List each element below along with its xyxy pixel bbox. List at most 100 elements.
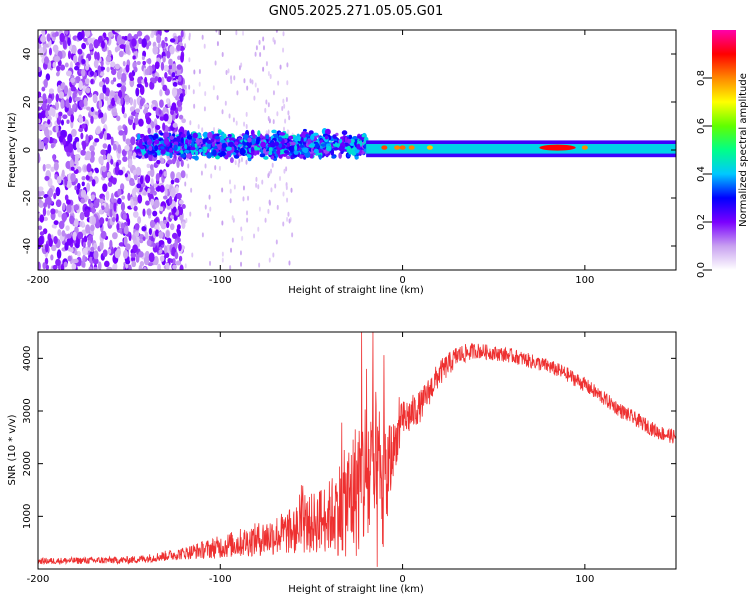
heatmap-cell — [42, 43, 47, 54]
heatmap-cell — [123, 249, 129, 259]
heatmap-cell — [134, 223, 140, 231]
heatmap-cell — [87, 239, 92, 248]
heatmap-cell — [63, 261, 68, 268]
heatmap-cell — [276, 148, 281, 155]
heatmap-cell — [242, 185, 245, 191]
heatmap-cell — [80, 189, 87, 198]
heatmap-cell — [74, 96, 81, 102]
heatmap-cell — [224, 100, 227, 106]
heatmap-cell — [61, 212, 68, 222]
heatmap-cell — [263, 156, 269, 160]
spectrogram-ytick-label: 40 — [22, 48, 33, 61]
heatmap-cell — [230, 75, 233, 81]
heatmap-cell — [153, 218, 159, 223]
heatmap-cell — [46, 209, 51, 216]
snr-ylabel: SNR (10 * v/v) — [7, 414, 18, 485]
heatmap-cell — [209, 206, 212, 212]
heatmap-cell — [152, 45, 159, 55]
heatmap-cell — [137, 194, 143, 204]
heatmap-cell — [175, 185, 179, 194]
heatmap-cell — [48, 47, 53, 56]
heatmap-cell — [286, 62, 289, 68]
heatmap-cell — [314, 142, 320, 148]
heatmap-cell — [170, 258, 174, 263]
heatmap-cell — [133, 66, 138, 73]
heatmap-cell — [117, 197, 122, 205]
snr-xlabel: Height of straight line (km) — [288, 584, 424, 595]
heatmap-cell — [97, 261, 102, 270]
heatmap-cell — [154, 145, 159, 151]
heatmap-cell — [115, 213, 119, 223]
heatmap-cell — [79, 99, 85, 108]
heatmap-cell — [55, 71, 60, 77]
colorbar-tick-label: 0.0 — [696, 262, 707, 278]
heatmap-cell — [142, 208, 146, 217]
heatmap-cell — [110, 61, 116, 68]
heatmap-cell — [124, 94, 130, 103]
heatmap-cell — [218, 165, 221, 171]
heatmap-cell — [135, 108, 141, 114]
heatmap-cell — [62, 138, 67, 146]
heatmap-cell — [242, 134, 249, 140]
heatmap-cell — [87, 198, 92, 205]
heatmap-cell — [148, 145, 153, 152]
heatmap-cell — [261, 179, 264, 185]
heatmap-cell — [288, 115, 291, 121]
heatmap-cell — [106, 135, 112, 140]
heatmap-cell — [52, 264, 58, 270]
heatmap-cell — [242, 30, 245, 36]
heatmap-cell — [210, 138, 215, 143]
heatmap-cell — [215, 155, 221, 160]
heatmap-cell — [334, 142, 338, 146]
heatmap-cell — [275, 30, 278, 33]
heatmap-cell — [287, 110, 290, 116]
heatmap-cell — [116, 83, 122, 88]
heatmap-cell — [357, 135, 362, 139]
heatmap-cell — [66, 199, 71, 205]
heatmap-cell — [302, 147, 309, 154]
heatmap-cell — [122, 156, 128, 163]
heatmap-cell — [265, 134, 270, 140]
heatmap-cell — [94, 51, 98, 60]
heatmap-cell — [38, 235, 44, 246]
spectrogram-xtick-label: 100 — [575, 275, 594, 286]
heatmap-cell — [270, 168, 273, 174]
spectrogram-ytick-label: -20 — [22, 190, 33, 206]
heatmap-cell — [225, 70, 228, 76]
heatmap-cell — [135, 254, 140, 263]
heatmap-cell — [251, 79, 254, 85]
heatmap-cell — [267, 129, 270, 135]
heatmap-cell — [282, 98, 285, 104]
heatmap-cell — [163, 219, 168, 224]
heatmap-cell — [134, 231, 140, 237]
heatmap-cell — [154, 76, 159, 82]
heatmap-cell — [68, 87, 72, 98]
heatmap-cell — [107, 248, 112, 254]
heatmap-cell — [191, 252, 194, 258]
heatmap-cell — [204, 91, 207, 97]
heatmap-cell — [105, 55, 112, 62]
heatmap-cell — [175, 260, 182, 266]
heatmap-cell — [86, 182, 91, 192]
snr-plot-area — [38, 332, 676, 569]
heatmap-cell — [144, 174, 151, 184]
heatmap-cell — [60, 82, 65, 90]
heatmap-cell — [187, 163, 190, 169]
snr-ytick-label: 1000 — [22, 504, 33, 529]
heatmap-cell — [293, 135, 300, 142]
heatmap-cell — [102, 84, 107, 94]
heatmap-cell — [176, 192, 182, 200]
heatmap-cell — [176, 224, 181, 230]
heatmap-cell — [43, 127, 50, 137]
heatmap-cell — [180, 170, 186, 179]
heatmap-cell — [170, 187, 176, 197]
heatmap-cell — [57, 210, 63, 218]
heatmap-cell — [229, 157, 234, 164]
heatmap-cell — [191, 137, 196, 142]
heatmap-cell — [99, 240, 104, 251]
heatmap-cell — [50, 143, 55, 149]
heatmap-cell — [169, 135, 175, 140]
heatmap-cell — [246, 85, 249, 91]
heatmap-cell — [40, 35, 47, 43]
heatmap-cell — [197, 124, 200, 130]
